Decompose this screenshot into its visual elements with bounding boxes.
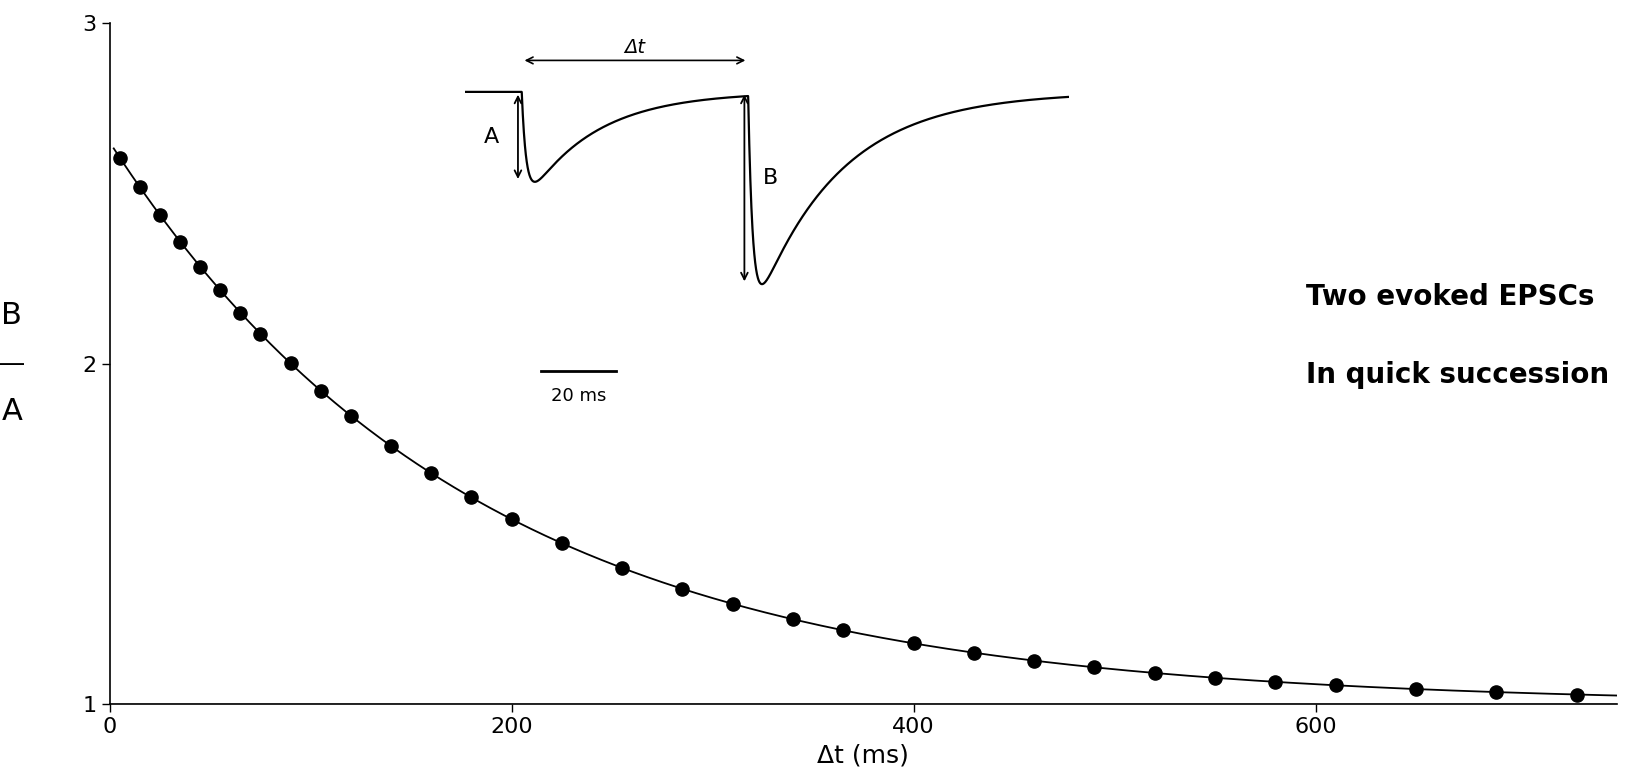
Point (1483, 686, 1510, 698)
Point (227, 307, 253, 319)
Point (338, 410, 364, 422)
Point (901, 637, 927, 650)
Point (147, 209, 173, 221)
Text: B: B (2, 301, 23, 331)
Point (207, 284, 233, 296)
Point (961, 647, 987, 659)
Point (1322, 679, 1348, 691)
Point (106, 152, 132, 164)
Point (277, 357, 304, 370)
Point (548, 537, 574, 550)
Point (1404, 683, 1430, 695)
Point (459, 491, 485, 504)
Text: ―: ― (0, 352, 24, 375)
Point (1563, 688, 1590, 701)
Text: A: A (2, 396, 23, 426)
Text: 20 ms: 20 ms (550, 387, 605, 405)
Text: In quick succession: In quick succession (1306, 361, 1609, 389)
Point (720, 597, 746, 610)
Text: Δt: Δt (625, 38, 645, 57)
Point (780, 613, 806, 626)
Point (1203, 672, 1229, 684)
Text: A: A (485, 127, 499, 147)
Point (609, 561, 635, 574)
Point (1624, 690, 1632, 702)
Point (188, 260, 214, 273)
Point (248, 328, 274, 340)
Point (1142, 667, 1169, 680)
Point (379, 439, 405, 452)
Point (418, 467, 444, 479)
Point (669, 583, 695, 595)
X-axis label: Δt (ms): Δt (ms) (818, 743, 909, 767)
Point (127, 181, 153, 193)
Text: Two evoked EPSCs: Two evoked EPSCs (1306, 283, 1594, 311)
Point (1262, 676, 1288, 688)
Point (831, 624, 857, 637)
Point (308, 385, 335, 397)
Point (166, 235, 193, 248)
Point (1082, 661, 1108, 673)
Text: B: B (764, 168, 778, 188)
Point (1022, 655, 1048, 667)
Point (499, 513, 526, 526)
